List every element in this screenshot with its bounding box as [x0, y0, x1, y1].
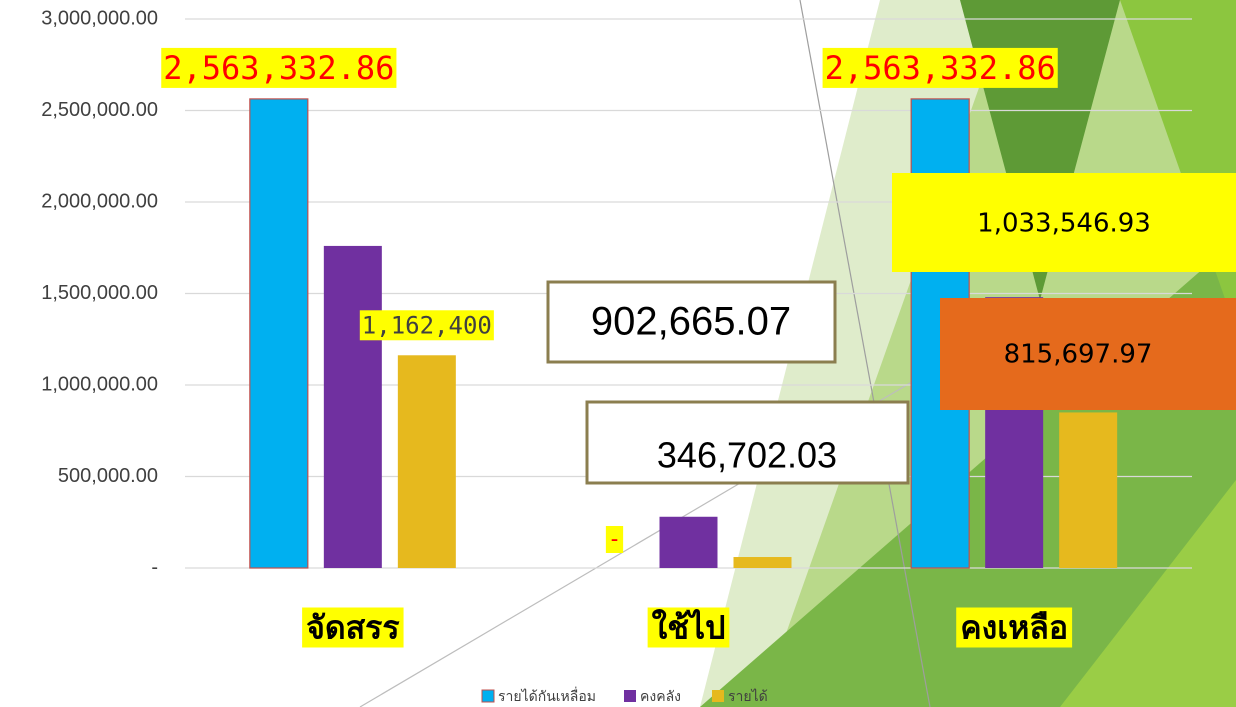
x-tick-label: จัดสรร	[306, 609, 399, 647]
value-label: 2,563,332.86	[825, 49, 1056, 87]
annotation: 1,033,546.93	[892, 173, 1236, 272]
y-tick-label: 500,000.00	[58, 465, 158, 487]
annotation-text: 815,697.97	[1004, 340, 1153, 370]
annotation: 346,702.03	[587, 402, 908, 483]
annotation-text: 902,665.07	[591, 300, 791, 344]
value-label: -	[608, 527, 621, 552]
annotation-text: 346,702.03	[657, 435, 837, 476]
annotation: 815,697.97	[940, 298, 1236, 410]
bar	[734, 557, 792, 568]
value-label: 2,563,332.86	[163, 49, 394, 87]
legend-swatch	[624, 690, 636, 702]
legend-label: คงคลัง	[640, 689, 681, 705]
x-tick-label: ใช้ไป	[652, 609, 726, 647]
annotation: 902,665.07	[548, 282, 835, 362]
chart: - 500,000.00 1,000,000.00 1,500,000.00 2,000…	[0, 0, 1236, 707]
y-tick-label: 3,000,000.00	[41, 7, 158, 29]
annotation-text: 1,033,546.93	[977, 209, 1151, 239]
legend-label: รายได้กันเหลื่อม	[498, 687, 596, 705]
legend-swatch	[482, 690, 494, 702]
bar	[398, 355, 456, 568]
bar	[324, 246, 382, 568]
y-tick-label: 2,000,000.00	[41, 190, 158, 212]
x-tick-label: คงเหลือ	[960, 609, 1068, 647]
value-label: 1,162,400	[362, 311, 492, 339]
bar	[660, 517, 718, 568]
y-tick-label: 1,500,000.00	[41, 282, 158, 304]
y-tick-label: 1,000,000.00	[41, 373, 158, 395]
legend-swatch	[712, 690, 724, 702]
bar	[1059, 412, 1117, 568]
bar	[250, 99, 308, 568]
y-tick-label: -	[151, 556, 158, 578]
legend-label: รายได้	[728, 688, 768, 705]
y-tick-label: 2,500,000.00	[41, 99, 158, 121]
